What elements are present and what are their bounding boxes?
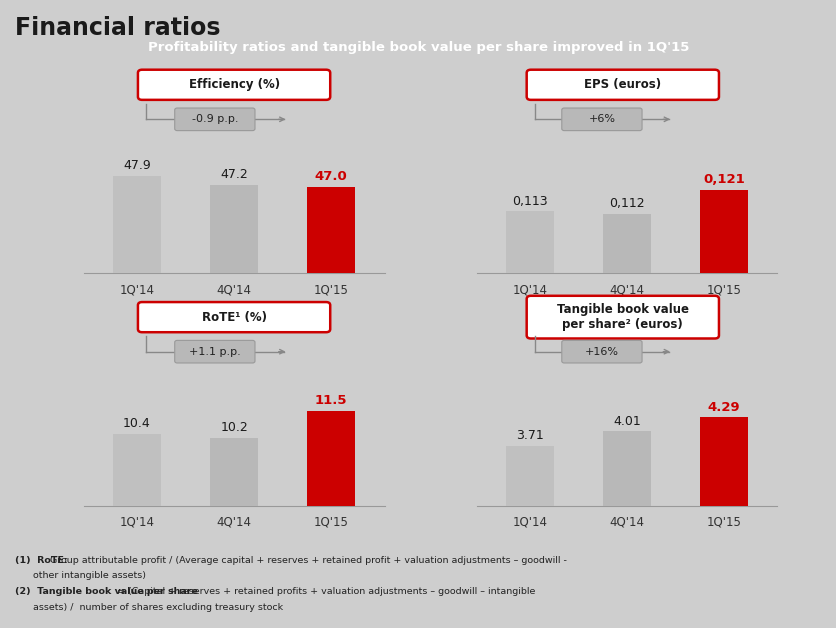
Text: 3.71: 3.71: [516, 430, 543, 442]
Text: Tangible book value
per share² (euros): Tangible book value per share² (euros): [557, 303, 689, 331]
Text: EPS (euros): EPS (euros): [584, 78, 661, 91]
Text: Efficiency (%): Efficiency (%): [188, 78, 280, 91]
Text: +6%: +6%: [589, 114, 615, 124]
Text: 4.01: 4.01: [613, 414, 641, 428]
Text: assets) /  number of shares excluding treasury stock: assets) / number of shares excluding tre…: [15, 603, 283, 612]
Text: other intangible assets): other intangible assets): [15, 571, 146, 580]
Text: 47.0: 47.0: [315, 170, 348, 183]
Text: 0,113: 0,113: [512, 195, 548, 208]
Text: 47.9: 47.9: [123, 160, 150, 172]
Text: +16%: +16%: [585, 347, 619, 357]
Text: 4.29: 4.29: [708, 401, 741, 414]
Bar: [113, 434, 161, 628]
Bar: [113, 176, 161, 628]
Text: Financial ratios: Financial ratios: [15, 16, 221, 40]
Bar: [506, 212, 554, 515]
Text: +1.1 p.p.: +1.1 p.p.: [189, 347, 241, 357]
Bar: [307, 411, 355, 628]
Bar: [210, 438, 258, 628]
Text: Profitability ratios and tangible book value per share improved in 1Q'15: Profitability ratios and tangible book v…: [148, 41, 690, 54]
Text: 0,112: 0,112: [609, 197, 645, 210]
Text: 11.5: 11.5: [315, 394, 348, 407]
Text: (1)  RoTE:: (1) RoTE:: [15, 556, 68, 565]
Text: (2)  Tangible book value per share: (2) Tangible book value per share: [15, 587, 198, 596]
Bar: [603, 214, 651, 515]
Bar: [603, 431, 651, 628]
Text: 10.4: 10.4: [123, 417, 150, 430]
Text: 0,121: 0,121: [703, 173, 745, 187]
Bar: [700, 418, 748, 628]
Bar: [307, 187, 355, 628]
Bar: [506, 446, 554, 628]
Text: -0.9 p.p.: -0.9 p.p.: [191, 114, 238, 124]
Text: 47.2: 47.2: [220, 168, 248, 181]
Bar: [700, 190, 748, 515]
Text: = (Capital + reserves + retained profits + valuation adjustments – goodwill – in: = (Capital + reserves + retained profits…: [114, 587, 535, 596]
Bar: [210, 185, 258, 628]
Text: RoTE¹ (%): RoTE¹ (%): [201, 311, 267, 323]
Text: Group attributable profit / (Average capital + reserves + retained profit + valu: Group attributable profit / (Average cap…: [47, 556, 567, 565]
Text: 10.2: 10.2: [220, 421, 248, 435]
